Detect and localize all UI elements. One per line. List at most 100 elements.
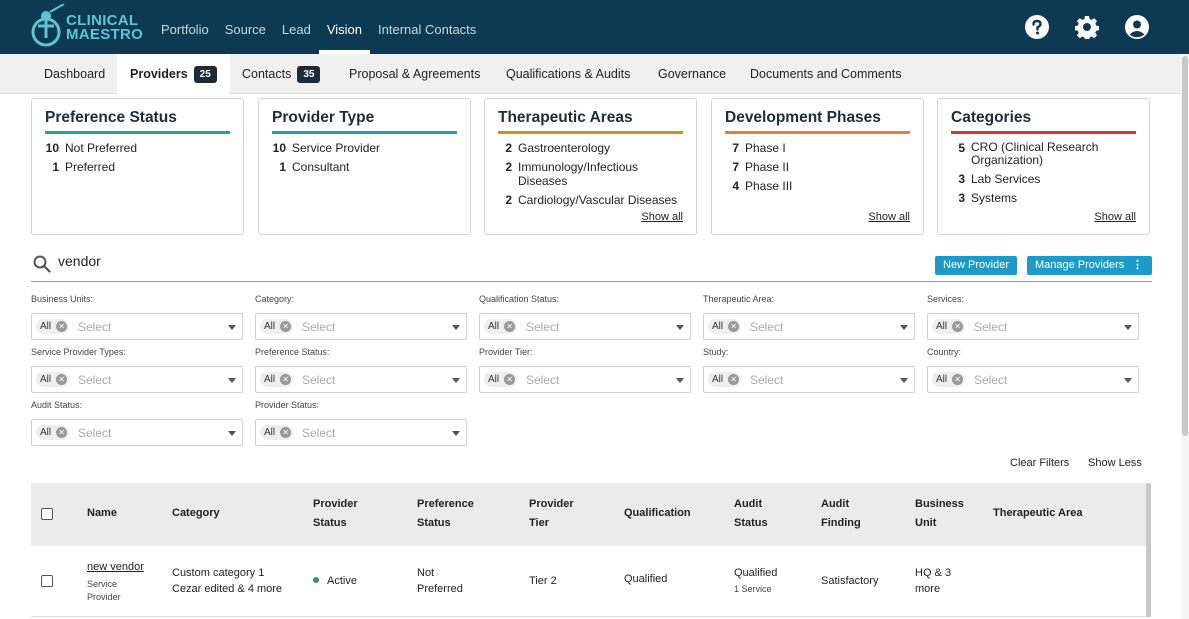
filter-chip-all[interactable]: All ✕ [484,319,518,334]
clinical-maestro-logo[interactable] [28,3,138,48]
chip-remove-icon[interactable]: ✕ [56,374,68,385]
row-checkbox[interactable] [41,575,53,587]
filter-chip-all[interactable]: All ✕ [36,372,70,387]
chevron-down-icon[interactable] [452,325,460,330]
chevron-down-icon[interactable] [676,378,684,383]
category-select[interactable]: All ✕ Select [255,313,467,340]
chip-remove-icon[interactable]: ✕ [280,374,292,385]
filter-chip-all[interactable]: All ✕ [36,319,70,334]
chip-remove-icon[interactable]: ✕ [728,321,740,332]
column-header-category[interactable]: Category [172,507,220,519]
chevron-down-icon[interactable] [452,431,460,436]
filter-chip-all[interactable]: All ✕ [932,372,966,387]
card-row[interactable]: 2 Gastroenterology [498,141,683,155]
top-nav-lead[interactable]: Lead [281,22,311,37]
column-header-business-unit[interactable]: Business Unit [915,495,964,533]
select-all-checkbox[interactable] [41,508,53,520]
tab-qualifications-audits[interactable]: Qualifications & Audits [506,67,631,81]
help-icon[interactable] [1025,15,1049,39]
top-nav-source[interactable]: Source [224,22,266,37]
chip-remove-icon[interactable]: ✕ [280,427,292,438]
study-select[interactable]: All ✕ Select [703,366,915,393]
top-nav-internal-contacts[interactable]: Internal Contacts [378,22,477,37]
table-row[interactable]: new vendor Service Provider Custom categ… [31,546,1151,617]
column-header-audit-finding[interactable]: Audit Finding [821,495,861,533]
column-header-name[interactable]: Name [87,507,117,519]
chip-remove-icon[interactable]: ✕ [952,374,964,385]
search-input[interactable] [58,253,658,269]
show-all-link[interactable]: Show all [1094,211,1136,223]
column-header-preference-status[interactable]: Preference Status [417,495,474,533]
tab-dashboard[interactable]: Dashboard [44,67,106,81]
therapeutic-area-select[interactable]: All ✕ Select [703,313,915,340]
qualification-status-select[interactable]: All ✕ Select [479,313,691,340]
business-units-select[interactable]: All ✕ Select [31,313,243,340]
provider-name-link[interactable]: new vendor [87,561,144,573]
tab-proposal-agreements[interactable]: Proposal & Agreements [349,67,481,81]
card-row[interactable]: 2 Immunology/Infectious Diseases [498,160,683,188]
show-all-link[interactable]: Show all [641,211,683,223]
show-all-link[interactable]: Show all [868,211,910,223]
preference-status-select[interactable]: All ✕ Select [255,366,467,393]
card-row[interactable]: 4 Phase III [725,179,910,193]
filter-chip-all[interactable]: All ✕ [260,319,294,334]
provider-tier-select[interactable]: All ✕ Select [479,366,691,393]
column-header-provider-tier[interactable]: Provider Tier [529,495,574,533]
new-provider-button[interactable]: New Provider [935,256,1018,275]
chip-remove-icon[interactable]: ✕ [952,321,964,332]
chevron-down-icon[interactable] [228,378,236,383]
tab-governance[interactable]: Governance [658,67,727,81]
chevron-down-icon[interactable] [228,325,236,330]
gear-icon[interactable] [1075,15,1099,39]
column-header-audit-status[interactable]: Audit Status [734,495,768,533]
chevron-down-icon[interactable] [228,431,236,436]
chevron-down-icon[interactable] [900,378,908,383]
country-select[interactable]: All ✕ Select [927,366,1139,393]
card-row[interactable]: 2 Cardiology/Vascular Diseases [498,193,683,207]
manage-providers-button[interactable]: Manage Providers ⋮ [1027,256,1152,275]
chip-remove-icon[interactable]: ✕ [728,374,740,385]
tab-contacts[interactable]: Contacts 35 [242,54,321,94]
services-select[interactable]: All ✕ Select [927,313,1139,340]
card-row[interactable]: 7 Phase I [725,141,910,155]
audit-status-select[interactable]: All ✕ Select [31,419,243,446]
table-scrollbar[interactable] [1146,483,1151,617]
column-header-provider-status[interactable]: Provider Status [313,495,358,533]
chevron-down-icon[interactable] [1124,378,1132,383]
card-row[interactable]: 1 Consultant [272,160,457,174]
provider-status-select[interactable]: All ✕ Select [255,419,467,446]
chip-remove-icon[interactable]: ✕ [504,374,516,385]
card-row[interactable]: 1 Preferred [45,160,230,174]
card-row[interactable]: 10 Service Provider [272,141,457,155]
filter-chip-all[interactable]: All ✕ [932,319,966,334]
chip-remove-icon[interactable]: ✕ [280,321,292,332]
column-header-therapeutic-area[interactable]: Therapeutic Area [993,507,1083,519]
column-header-qualification[interactable]: Qualification [624,507,691,519]
chevron-down-icon[interactable] [1124,325,1132,330]
card-row[interactable]: 5 CRO (Clinical Research Organization) [951,141,1136,167]
user-account-icon[interactable] [1125,15,1149,39]
page-scrollbar-thumb[interactable] [1182,56,1188,436]
card-row[interactable]: 10 Not Preferred [45,141,230,155]
card-row[interactable]: 3 Systems [951,191,1136,205]
tab-documents-comments[interactable]: Documents and Comments [750,67,902,81]
filter-chip-all[interactable]: All ✕ [708,319,742,334]
top-nav-portfolio[interactable]: Portfolio [161,22,209,37]
card-row[interactable]: 3 Lab Services [951,172,1136,186]
chip-remove-icon[interactable]: ✕ [56,321,68,332]
filter-chip-all[interactable]: All ✕ [260,372,294,387]
service-provider-types-select[interactable]: All ✕ Select [31,366,243,393]
top-nav-vision[interactable]: Vision [318,0,371,54]
clear-filters-button[interactable]: Clear Filters [1010,457,1070,469]
chevron-down-icon[interactable] [452,378,460,383]
card-row[interactable]: 7 Phase II [725,160,910,174]
filter-chip-all[interactable]: All ✕ [708,372,742,387]
tab-providers[interactable]: Providers 25 [117,54,230,94]
chevron-down-icon[interactable] [900,325,908,330]
filter-chip-all[interactable]: All ✕ [484,372,518,387]
filter-chip-all[interactable]: All ✕ [260,425,294,440]
chip-remove-icon[interactable]: ✕ [56,427,68,438]
filter-chip-all[interactable]: All ✕ [36,425,70,440]
chip-remove-icon[interactable]: ✕ [504,321,516,332]
show-less-button[interactable]: Show Less [1088,457,1142,469]
